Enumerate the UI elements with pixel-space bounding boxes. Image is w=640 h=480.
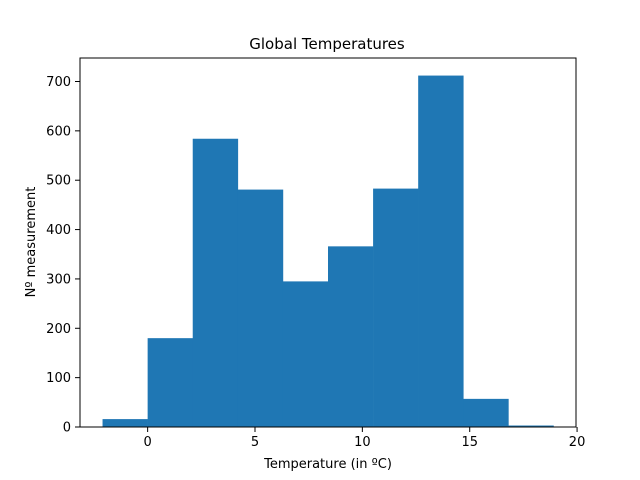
histogram-bar	[373, 188, 419, 427]
histogram-bar	[147, 338, 194, 427]
y-tick-label: 0	[63, 421, 71, 436]
histogram-bar	[102, 419, 148, 427]
x-tick-label: 5	[251, 435, 259, 450]
histogram-bar	[463, 398, 509, 427]
plot-frame	[79, 57, 577, 428]
histogram-bar	[192, 138, 239, 427]
histogram-bar	[282, 281, 329, 427]
y-tick-label: 400	[46, 223, 71, 238]
histogram-bar	[237, 189, 284, 427]
histogram-bar	[508, 425, 554, 427]
histogram-bar	[328, 246, 374, 427]
y-tick-label: 500	[46, 174, 71, 189]
histogram-bar	[418, 75, 464, 428]
y-tick-label: 700	[46, 75, 71, 90]
y-tick-label: 100	[46, 371, 71, 386]
bars-group	[102, 75, 554, 428]
x-tick-label: 20	[569, 435, 586, 450]
x-axis-title: Temperature (in ºC)	[263, 457, 392, 472]
y-tick-label: 600	[46, 124, 71, 139]
y-axis-title: Nº measurement	[24, 187, 39, 298]
x-axis: 0 5 10 15 20	[143, 427, 585, 450]
y-tick-label: 300	[46, 272, 71, 287]
y-tick-label: 200	[46, 322, 71, 337]
x-tick-label: 15	[461, 435, 478, 450]
x-tick-label: 10	[354, 435, 371, 450]
chart-title: Global Temperatures	[249, 35, 405, 53]
x-tick-label: 0	[143, 435, 151, 450]
y-axis: 0 100 200 300 400 500 600 700	[46, 75, 80, 436]
